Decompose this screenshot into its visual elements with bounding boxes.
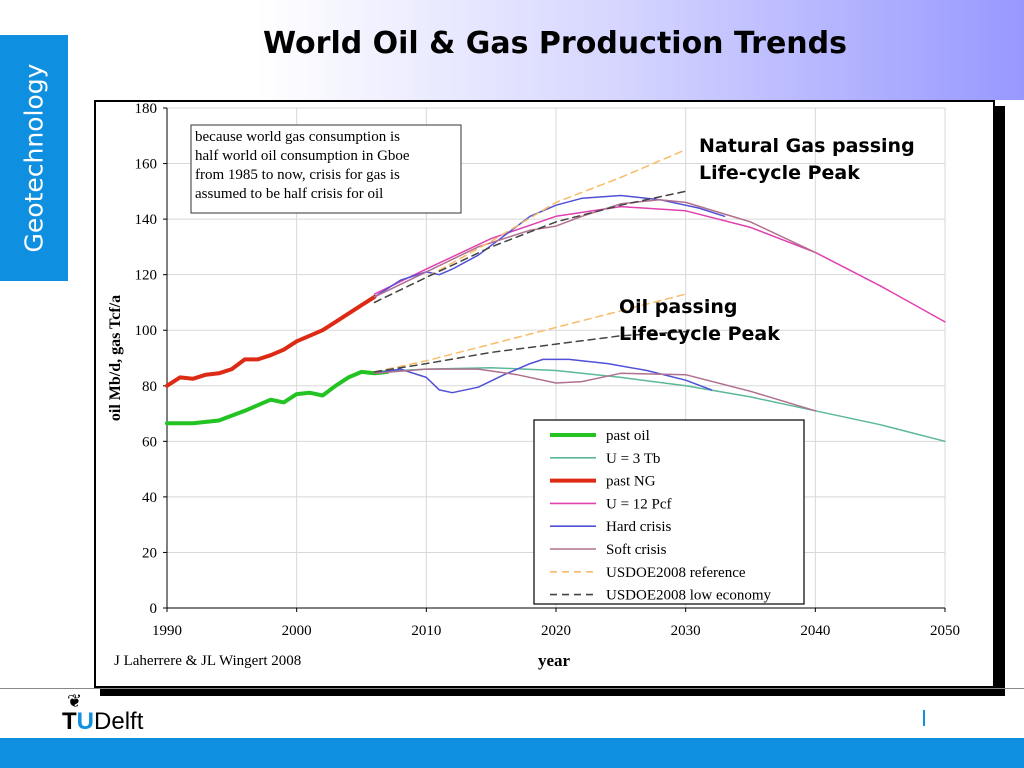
legend-label: Soft crisis (606, 542, 667, 558)
x-tick-label: 1990 (152, 623, 182, 639)
series-line (165, 294, 377, 388)
y-tick-label: 80 (142, 379, 157, 395)
series-line (373, 198, 817, 298)
side-tab-label: Geotechnology (19, 63, 49, 253)
footer-divider (0, 688, 1024, 689)
series-line (165, 369, 390, 426)
peak-annotation: Life-cycle Peak (699, 162, 860, 184)
series-line (373, 368, 817, 412)
y-tick-label: 20 (142, 545, 157, 561)
legend-box (533, 419, 805, 605)
y-tick-label: 60 (142, 434, 157, 450)
peak-annotation: Life-cycle Peak (619, 323, 780, 345)
series-line (373, 205, 946, 323)
y-axis-label: oil Mb/d, gas Tcf/a (107, 295, 124, 421)
note-line: assumed to be half crisis for oil (195, 186, 383, 202)
peak-annotation: Oil passing (619, 296, 737, 318)
x-tick-label: 2020 (541, 623, 571, 639)
y-tick-label: 180 (135, 101, 158, 117)
x-tick-label: 2030 (671, 623, 701, 639)
legend-label: past NG (606, 474, 656, 490)
x-axis-label: year (538, 651, 571, 670)
note-line: half world oil consumption in Gboe (195, 148, 410, 164)
x-tick-label: 2040 (800, 623, 830, 639)
legend-label: past oil (606, 428, 650, 444)
footer-bar (0, 738, 1024, 768)
y-tick-label: 140 (135, 212, 158, 228)
flame-icon: ❦ (67, 691, 83, 711)
y-tick-label: 40 (142, 490, 157, 506)
page-marker (923, 710, 925, 726)
series-line (373, 190, 687, 304)
note-line: from 1985 to now, crisis for gas is (195, 167, 400, 183)
series-line (373, 330, 687, 373)
y-tick-label: 100 (135, 323, 158, 339)
slide-title: World Oil & Gas Production Trends (263, 26, 847, 61)
x-tick-label: 2010 (411, 623, 441, 639)
tudelft-logo: ❦ TUDelft (62, 692, 172, 736)
y-tick-label: 160 (135, 157, 158, 173)
x-tick-label: 2000 (282, 623, 312, 639)
y-tick-label: 0 (150, 601, 158, 617)
x-tick-label: 2050 (930, 623, 960, 639)
legend-label: U = 3 Tb (606, 451, 660, 467)
side-tab: Geotechnology (0, 35, 68, 281)
header-band (0, 0, 1024, 100)
legend-label: U = 12 Pcf (606, 496, 672, 512)
source-credit: J Laherrere & JL Wingert 2008 (114, 653, 301, 669)
y-tick-label: 120 (135, 268, 158, 284)
legend-label: Hard crisis (606, 519, 672, 535)
peak-annotation: Natural Gas passing (699, 135, 915, 157)
legend-label: USDOE2008 reference (606, 565, 746, 581)
note-line: because world gas consumption is (195, 129, 400, 145)
note-box (190, 124, 462, 214)
tudelft-logo-text: TUDelft (62, 708, 144, 735)
series-line (373, 293, 687, 373)
series-line (373, 358, 713, 394)
legend-label: USDOE2008 low economy (606, 588, 771, 604)
